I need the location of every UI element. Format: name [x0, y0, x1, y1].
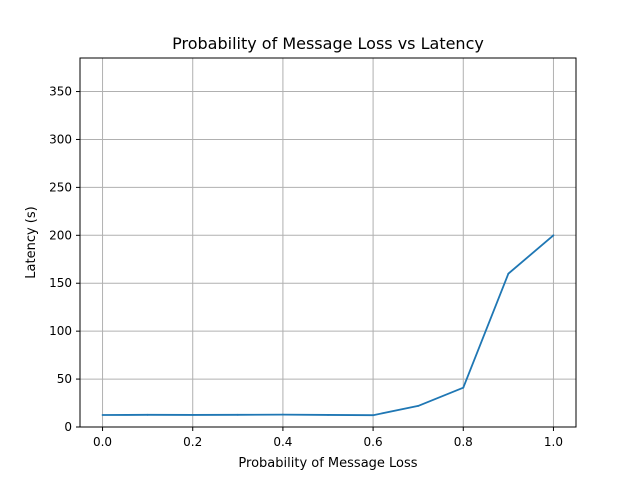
plot-frame	[79, 57, 577, 428]
y-tick-label: 250	[49, 180, 72, 194]
plot-area	[80, 58, 576, 427]
data-point	[282, 413, 284, 416]
x-tick-label: 0.0	[93, 435, 112, 449]
grid	[80, 58, 576, 428]
data-point	[101, 414, 104, 416]
data-point	[462, 386, 465, 389]
y-tick-label: 150	[49, 276, 72, 290]
data-point	[417, 405, 420, 407]
x-tick-label: 0.2	[183, 435, 202, 449]
data-point	[372, 414, 374, 417]
ticks: 0.0 0.2 0.4 0.6 0.8 1.0 0 50 100 150 200 250 300 350	[49, 85, 563, 449]
data-point	[236, 413, 239, 416]
y-tick-label: 50	[57, 372, 72, 386]
data-point	[146, 413, 149, 416]
y-tick-label: 300	[49, 132, 72, 146]
x-tick-label: 0.8	[454, 435, 473, 449]
data-point	[507, 272, 510, 275]
x-tick-label: 1.0	[544, 435, 563, 449]
y-tick-label: 200	[49, 228, 72, 242]
series-layer	[101, 234, 555, 417]
chart-title: Probability of Message Loss vs Latency	[172, 34, 484, 53]
x-axis-label: Probability of Message Loss	[238, 456, 417, 471]
x-tick-label: 0.4	[273, 435, 292, 449]
y-tick-label: 0	[64, 420, 72, 434]
data-point	[552, 234, 555, 237]
data-point	[327, 414, 329, 416]
y-axis-label: Latency (s)	[24, 206, 39, 278]
y-tick-label: 350	[49, 85, 72, 99]
x-tick-label: 0.6	[364, 435, 383, 449]
data-point	[191, 414, 194, 416]
y-tick-label: 100	[49, 324, 72, 338]
